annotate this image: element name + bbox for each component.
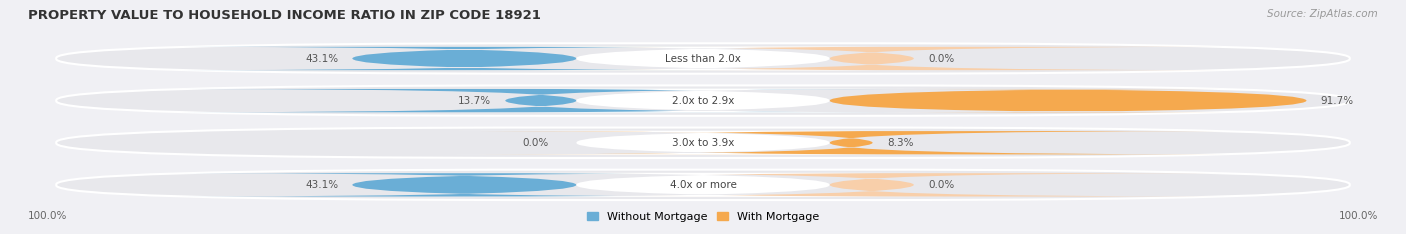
Text: 0.0%: 0.0% bbox=[928, 54, 955, 63]
Text: 43.1%: 43.1% bbox=[305, 54, 339, 63]
Text: 2.0x to 2.9x: 2.0x to 2.9x bbox=[672, 96, 734, 106]
Text: 100.0%: 100.0% bbox=[1339, 211, 1378, 221]
FancyBboxPatch shape bbox=[56, 128, 1350, 158]
FancyBboxPatch shape bbox=[183, 89, 898, 112]
FancyBboxPatch shape bbox=[436, 173, 970, 197]
Legend: Without Mortgage, With Mortgage: Without Mortgage, With Mortgage bbox=[582, 207, 824, 226]
Text: PROPERTY VALUE TO HOUSEHOLD INCOME RATIO IN ZIP CODE 18921: PROPERTY VALUE TO HOUSEHOLD INCOME RATIO… bbox=[28, 9, 541, 22]
Text: 43.1%: 43.1% bbox=[305, 180, 339, 190]
FancyBboxPatch shape bbox=[183, 173, 747, 197]
Text: 4.0x or more: 4.0x or more bbox=[669, 180, 737, 190]
FancyBboxPatch shape bbox=[436, 88, 970, 113]
Text: 0.0%: 0.0% bbox=[522, 138, 548, 148]
Text: 3.0x to 3.9x: 3.0x to 3.9x bbox=[672, 138, 734, 148]
Text: 100.0%: 100.0% bbox=[28, 211, 67, 221]
FancyBboxPatch shape bbox=[436, 131, 970, 155]
Text: 91.7%: 91.7% bbox=[1320, 96, 1354, 106]
Text: 0.0%: 0.0% bbox=[928, 180, 955, 190]
Text: Source: ZipAtlas.com: Source: ZipAtlas.com bbox=[1267, 9, 1378, 19]
FancyBboxPatch shape bbox=[56, 43, 1350, 74]
FancyBboxPatch shape bbox=[56, 170, 1350, 200]
FancyBboxPatch shape bbox=[56, 85, 1350, 116]
Text: 13.7%: 13.7% bbox=[458, 96, 491, 106]
FancyBboxPatch shape bbox=[436, 46, 970, 71]
Text: 8.3%: 8.3% bbox=[887, 138, 914, 148]
FancyBboxPatch shape bbox=[520, 173, 1223, 197]
FancyBboxPatch shape bbox=[183, 47, 747, 70]
FancyBboxPatch shape bbox=[830, 89, 1306, 112]
FancyBboxPatch shape bbox=[479, 131, 1223, 154]
FancyBboxPatch shape bbox=[520, 47, 1223, 70]
Text: Less than 2.0x: Less than 2.0x bbox=[665, 54, 741, 63]
